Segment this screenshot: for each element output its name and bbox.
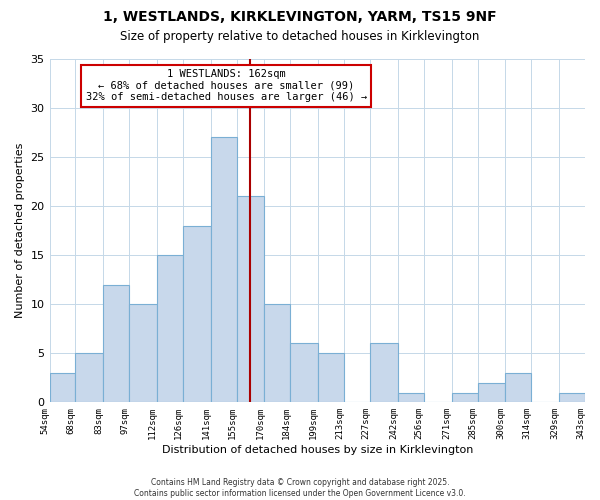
Y-axis label: Number of detached properties: Number of detached properties [15,143,25,318]
Bar [398,392,424,402]
Bar [290,344,318,402]
Text: 1, WESTLANDS, KIRKLEVINGTON, YARM, TS15 9NF: 1, WESTLANDS, KIRKLEVINGTON, YARM, TS15 … [103,10,497,24]
Bar [370,344,398,402]
Bar [478,382,505,402]
Bar [559,392,585,402]
Text: Size of property relative to detached houses in Kirklevington: Size of property relative to detached ho… [121,30,479,43]
Bar [76,354,103,403]
Text: Contains HM Land Registry data © Crown copyright and database right 2025.
Contai: Contains HM Land Registry data © Crown c… [134,478,466,498]
Bar [452,392,478,402]
Bar [265,304,290,402]
Text: 1 WESTLANDS: 162sqm
← 68% of detached houses are smaller (99)
32% of semi-detach: 1 WESTLANDS: 162sqm ← 68% of detached ho… [86,70,367,102]
Bar [50,373,76,402]
X-axis label: Distribution of detached houses by size in Kirklevington: Distribution of detached houses by size … [161,445,473,455]
Bar [211,138,236,402]
Bar [505,373,531,402]
Bar [318,354,344,403]
Bar [236,196,265,402]
Bar [103,284,129,403]
Bar [183,226,211,402]
Bar [129,304,157,402]
Bar [157,255,183,402]
